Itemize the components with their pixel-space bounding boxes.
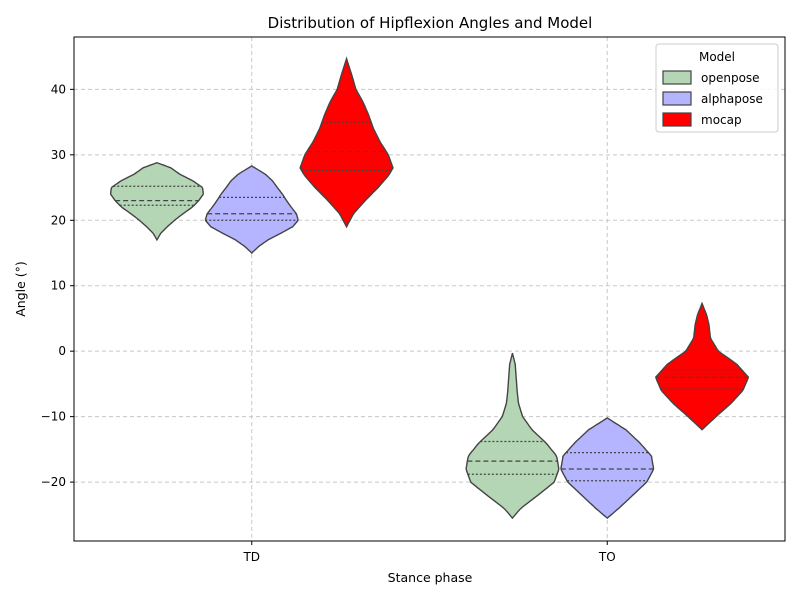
legend-swatch <box>662 91 692 106</box>
y-tick-label: −10 <box>41 410 66 424</box>
violin-mocap-TO <box>655 301 750 431</box>
legend-box <box>655 43 779 133</box>
legend-label: alphapose <box>701 92 763 106</box>
y-axis-label: Angle (°) <box>13 261 28 317</box>
x-axis: TD TO <box>242 541 616 564</box>
chart-title: Distribution of Hipflexion Angles and Mo… <box>268 14 593 32</box>
violin-alphapose-TD <box>204 165 299 254</box>
x-tick-label: TO <box>598 550 616 564</box>
violin-alphapose-TO <box>560 417 655 520</box>
y-tick-label: 30 <box>51 148 66 162</box>
violins <box>109 56 750 520</box>
y-tick-label: 20 <box>51 213 66 227</box>
legend-label: openpose <box>701 71 760 85</box>
y-axis: −20 −10 0 10 20 30 40 <box>41 82 74 489</box>
legend-swatch <box>662 70 692 85</box>
violin-openpose-TD <box>109 161 205 242</box>
x-axis-label: Stance phase <box>388 570 473 585</box>
legend-label: mocap <box>701 113 742 127</box>
y-tick-label: 40 <box>51 82 66 96</box>
legend-title: Model <box>699 50 735 64</box>
plot-frame <box>73 36 786 542</box>
x-tick-label: TD <box>242 550 260 564</box>
y-tick-label: 10 <box>51 279 66 293</box>
legend: Model openpose alphapose mocap <box>655 43 779 133</box>
violin-openpose-TO <box>465 352 560 520</box>
legend-swatch <box>662 112 692 127</box>
y-tick-label: 0 <box>58 344 66 358</box>
y-tick-label: −20 <box>41 475 66 489</box>
